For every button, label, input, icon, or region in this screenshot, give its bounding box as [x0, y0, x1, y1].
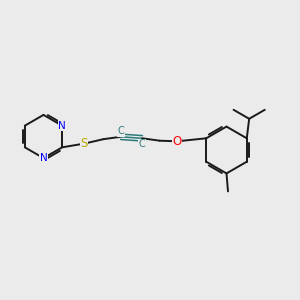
- Text: O: O: [172, 135, 182, 148]
- Text: N: N: [40, 153, 47, 163]
- Text: S: S: [80, 137, 88, 150]
- Text: C: C: [117, 126, 124, 136]
- Text: C: C: [139, 139, 146, 149]
- Text: N: N: [58, 121, 66, 131]
